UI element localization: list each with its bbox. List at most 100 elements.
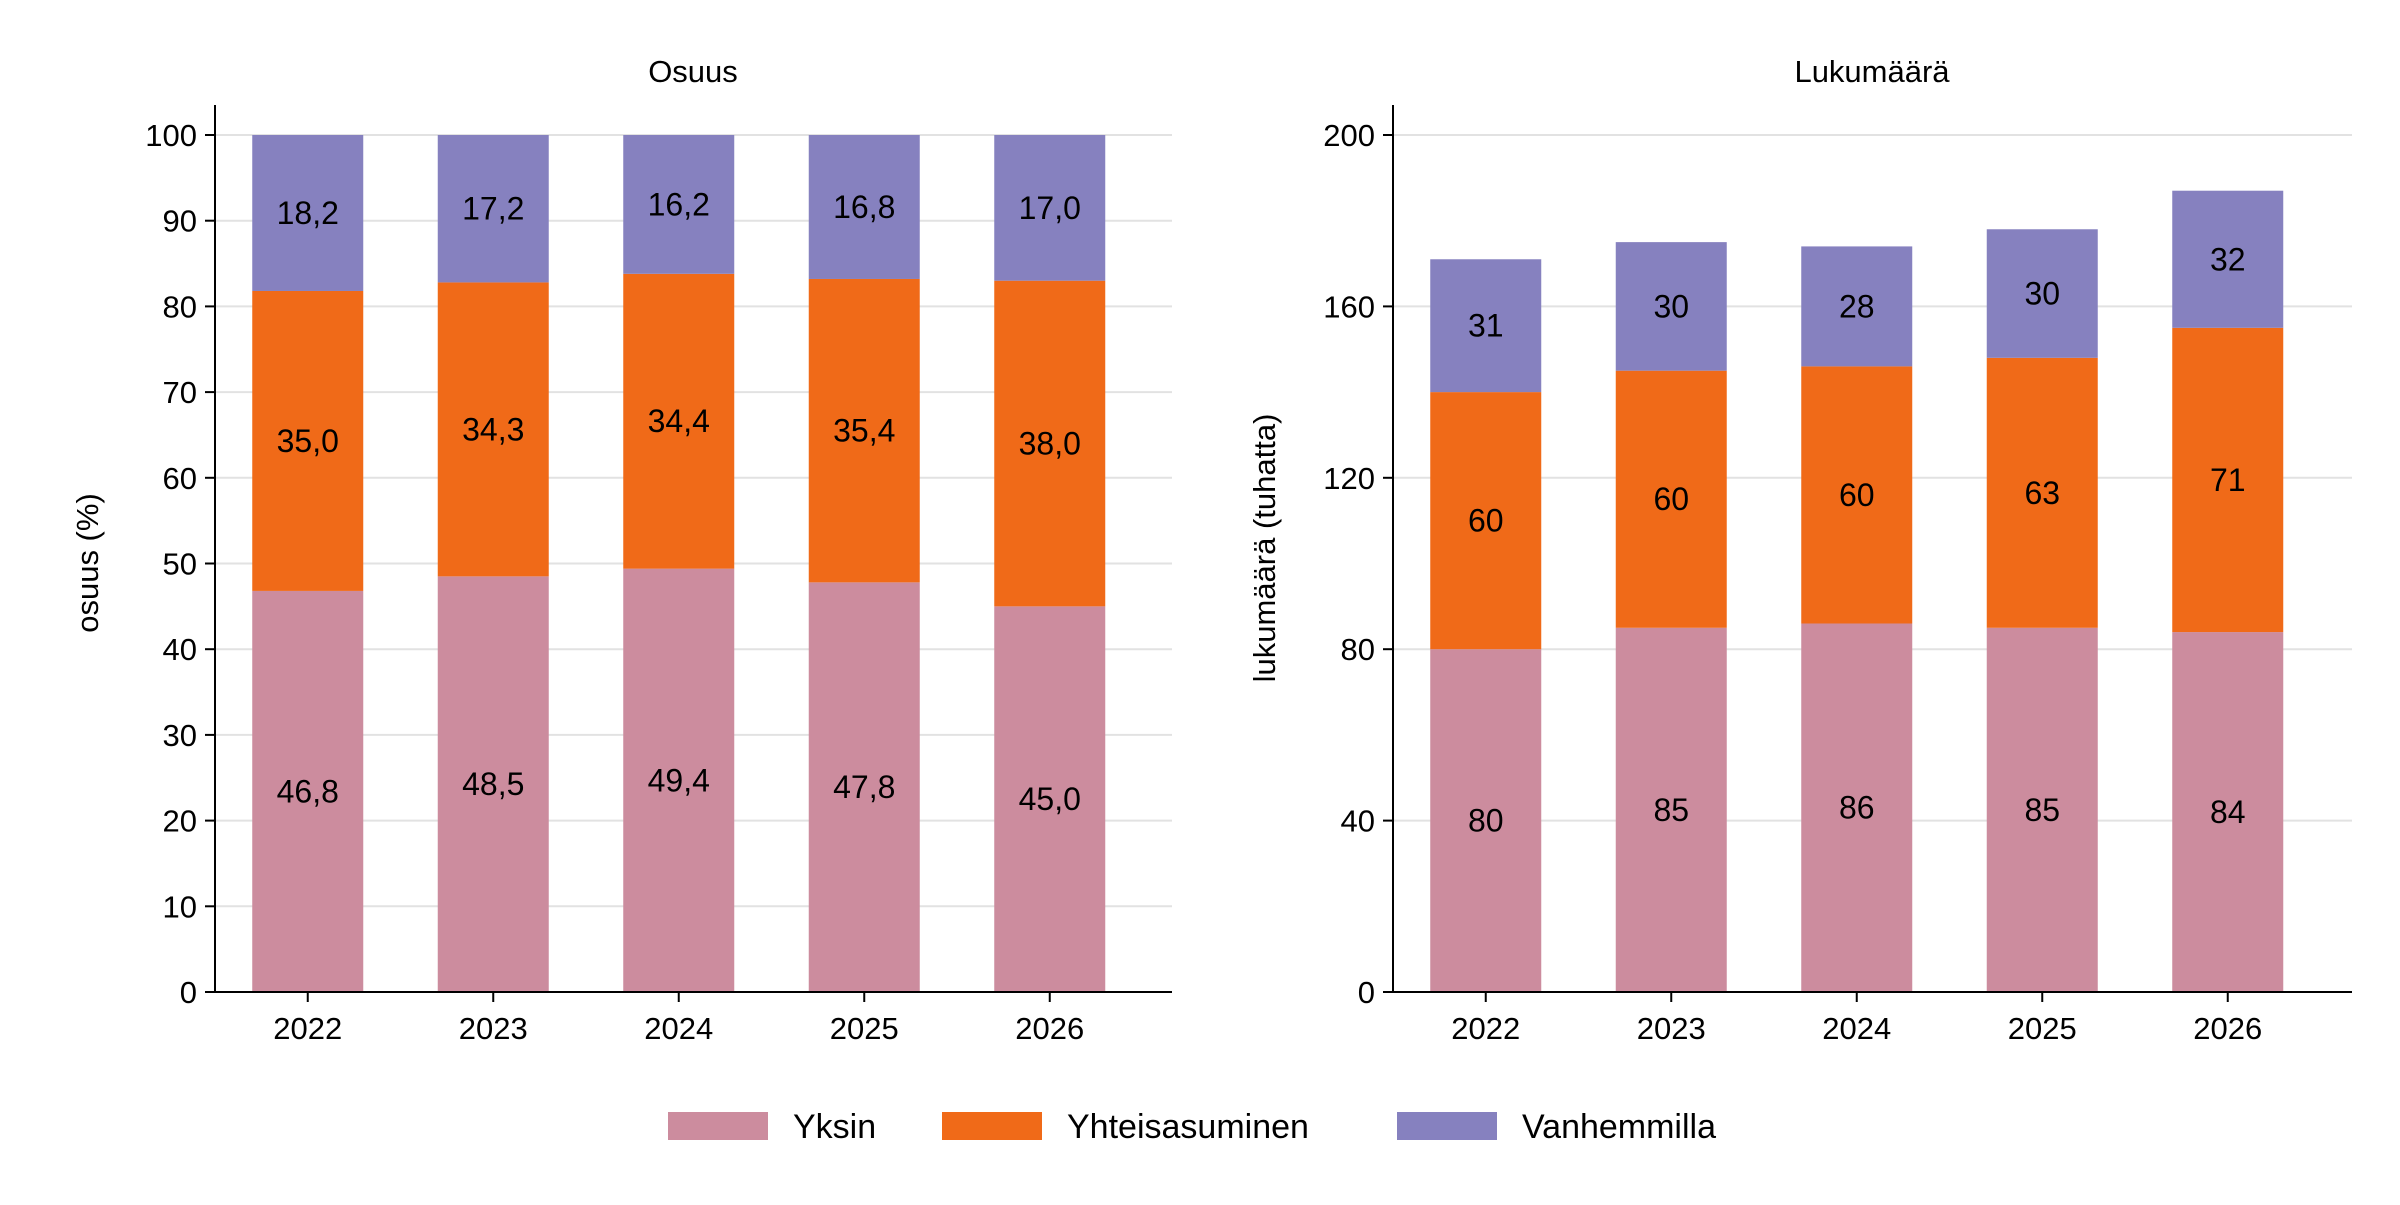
bar-vanhemmilla-2025 — [808, 135, 920, 279]
legend-swatch-yksin — [668, 1112, 768, 1140]
legend-swatch-vanhemmilla — [1397, 1112, 1497, 1140]
data-label-vanhemmilla-2025: 30 — [2024, 276, 2060, 312]
y-tick-label: 160 — [1323, 289, 1375, 324]
bar-yhteisasuminen-2026 — [994, 280, 1106, 607]
data-label-yhteisasuminen-2024: 60 — [1839, 477, 1875, 513]
data-label-yksin-2023: 48,5 — [462, 766, 524, 802]
y-axis-label: lukumäärä (tuhatta) — [1247, 414, 1282, 683]
bar-vanhemmilla-2024 — [1801, 246, 1913, 367]
y-tick-label: 20 — [163, 804, 197, 839]
panel-title: Lukumäärä — [1794, 54, 1950, 89]
data-label-yhteisasuminen-2022: 60 — [1468, 503, 1504, 539]
x-tick-label: 2024 — [644, 1011, 713, 1046]
x-tick-label: 2025 — [2008, 1011, 2077, 1046]
bar-yhteisasuminen-2024 — [623, 273, 735, 569]
x-tick-label: 2026 — [1015, 1011, 1084, 1046]
y-tick-label: 120 — [1323, 461, 1375, 496]
data-label-yhteisasuminen-2024: 34,4 — [648, 403, 710, 439]
data-label-yhteisasuminen-2023: 60 — [1653, 481, 1689, 517]
data-label-vanhemmilla-2026: 17,0 — [1019, 190, 1081, 226]
legend-label-vanhemmilla: Vanhemmilla — [1522, 1108, 1716, 1146]
bar-yksin-2026 — [994, 606, 1106, 992]
x-tick-label: 2023 — [459, 1011, 528, 1046]
x-tick-label: 2023 — [1637, 1011, 1706, 1046]
bar-yhteisasuminen-2025 — [808, 278, 920, 583]
data-label-yksin-2024: 49,4 — [648, 762, 710, 798]
bar-vanhemmilla-2022 — [252, 135, 364, 291]
y-tick-label: 80 — [163, 289, 197, 324]
data-label-vanhemmilla-2022: 31 — [1468, 308, 1504, 344]
bar-yksin-2022 — [252, 590, 364, 992]
data-label-yksin-2022: 80 — [1468, 803, 1504, 839]
bar-yksin-2023 — [1615, 627, 1727, 992]
legend-label-yksin: Yksin — [793, 1108, 876, 1146]
y-tick-label: 90 — [163, 204, 197, 239]
bar-vanhemmilla-2026 — [2172, 190, 2284, 328]
data-label-yhteisasuminen-2025: 35,4 — [833, 413, 895, 449]
bar-yksin-2023 — [437, 576, 549, 992]
bar-yhteisasuminen-2022 — [252, 290, 364, 591]
y-tick-label: 10 — [163, 889, 197, 924]
data-label-yksin-2026: 45,0 — [1019, 781, 1081, 817]
data-label-yhteisasuminen-2026: 71 — [2210, 462, 2246, 498]
y-tick-label: 60 — [163, 461, 197, 496]
data-label-yhteisasuminen-2025: 63 — [2024, 475, 2060, 511]
y-tick-label: 0 — [1358, 975, 1375, 1010]
x-tick-label: 2022 — [1451, 1011, 1520, 1046]
chart-panel-1: 46,8 35,0 18,2 48,5 34,3 17,2 49,4 34,4 16,2 47,8… — [70, 54, 1172, 1046]
y-tick-label: 200 — [1323, 118, 1375, 153]
data-label-vanhemmilla-2023: 30 — [1653, 288, 1689, 324]
bar-yhteisasuminen-2025 — [1986, 357, 2098, 628]
bar-vanhemmilla-2026 — [994, 135, 1106, 281]
bar-yksin-2025 — [808, 582, 920, 992]
data-label-yksin-2026: 84 — [2210, 794, 2246, 830]
data-label-vanhemmilla-2024: 16,2 — [648, 186, 710, 222]
bar-yhteisasuminen-2022 — [1430, 392, 1542, 650]
data-label-yhteisasuminen-2022: 35,0 — [277, 423, 339, 459]
data-label-vanhemmilla-2026: 32 — [2210, 241, 2246, 277]
data-label-vanhemmilla-2022: 18,2 — [277, 195, 339, 231]
y-tick-label: 0 — [180, 975, 197, 1010]
bar-vanhemmilla-2025 — [1986, 229, 2098, 358]
data-label-vanhemmilla-2024: 28 — [1839, 288, 1875, 324]
data-label-yksin-2023: 85 — [1653, 792, 1689, 828]
y-axis-label: osuus (%) — [70, 493, 105, 633]
data-label-yksin-2024: 86 — [1839, 790, 1875, 826]
y-tick-label: 40 — [1341, 804, 1375, 839]
bar-vanhemmilla-2024 — [623, 135, 735, 274]
y-tick-label: 50 — [163, 547, 197, 582]
data-label-yksin-2025: 47,8 — [833, 769, 895, 805]
legend: Yksin Yhteisasuminen Vanhemmilla — [668, 1108, 1716, 1146]
bar-vanhemmilla-2022 — [1430, 259, 1542, 393]
x-tick-label: 2026 — [2193, 1011, 2262, 1046]
x-tick-label: 2022 — [273, 1011, 342, 1046]
bar-yksin-2024 — [1801, 623, 1913, 992]
panel-title: Osuus — [648, 54, 738, 89]
data-label-yhteisasuminen-2023: 34,3 — [462, 411, 524, 447]
bar-yhteisasuminen-2024 — [1801, 366, 1913, 624]
chart-panel-2: 80 60 31 85 60 30 86 60 28 85 63 30 84 71 32 0 40 80 120 16… — [1247, 54, 2352, 1046]
bar-yksin-2022 — [1430, 649, 1542, 992]
bar-yhteisasuminen-2023 — [437, 282, 549, 577]
bar-vanhemmilla-2023 — [437, 135, 549, 283]
bar-yhteisasuminen-2026 — [2172, 327, 2284, 633]
y-tick-label: 30 — [163, 718, 197, 753]
y-tick-label: 100 — [145, 118, 197, 153]
bar-vanhemmilla-2023 — [1615, 242, 1727, 371]
data-label-yhteisasuminen-2026: 38,0 — [1019, 426, 1081, 462]
y-tick-label: 40 — [163, 632, 197, 667]
y-tick-label: 70 — [163, 375, 197, 410]
bar-yksin-2025 — [1986, 627, 2098, 992]
legend-swatch-yhteisasuminen — [942, 1112, 1042, 1140]
data-label-vanhemmilla-2025: 16,8 — [833, 189, 895, 225]
bar-yhteisasuminen-2023 — [1615, 370, 1727, 628]
data-label-yksin-2022: 46,8 — [277, 773, 339, 809]
bar-yksin-2026 — [2172, 632, 2284, 992]
x-tick-label: 2024 — [1822, 1011, 1891, 1046]
legend-label-yhteisasuminen: Yhteisasuminen — [1067, 1108, 1309, 1146]
data-label-yksin-2025: 85 — [2024, 792, 2060, 828]
bar-yksin-2024 — [623, 568, 735, 992]
y-tick-label: 80 — [1341, 632, 1375, 667]
